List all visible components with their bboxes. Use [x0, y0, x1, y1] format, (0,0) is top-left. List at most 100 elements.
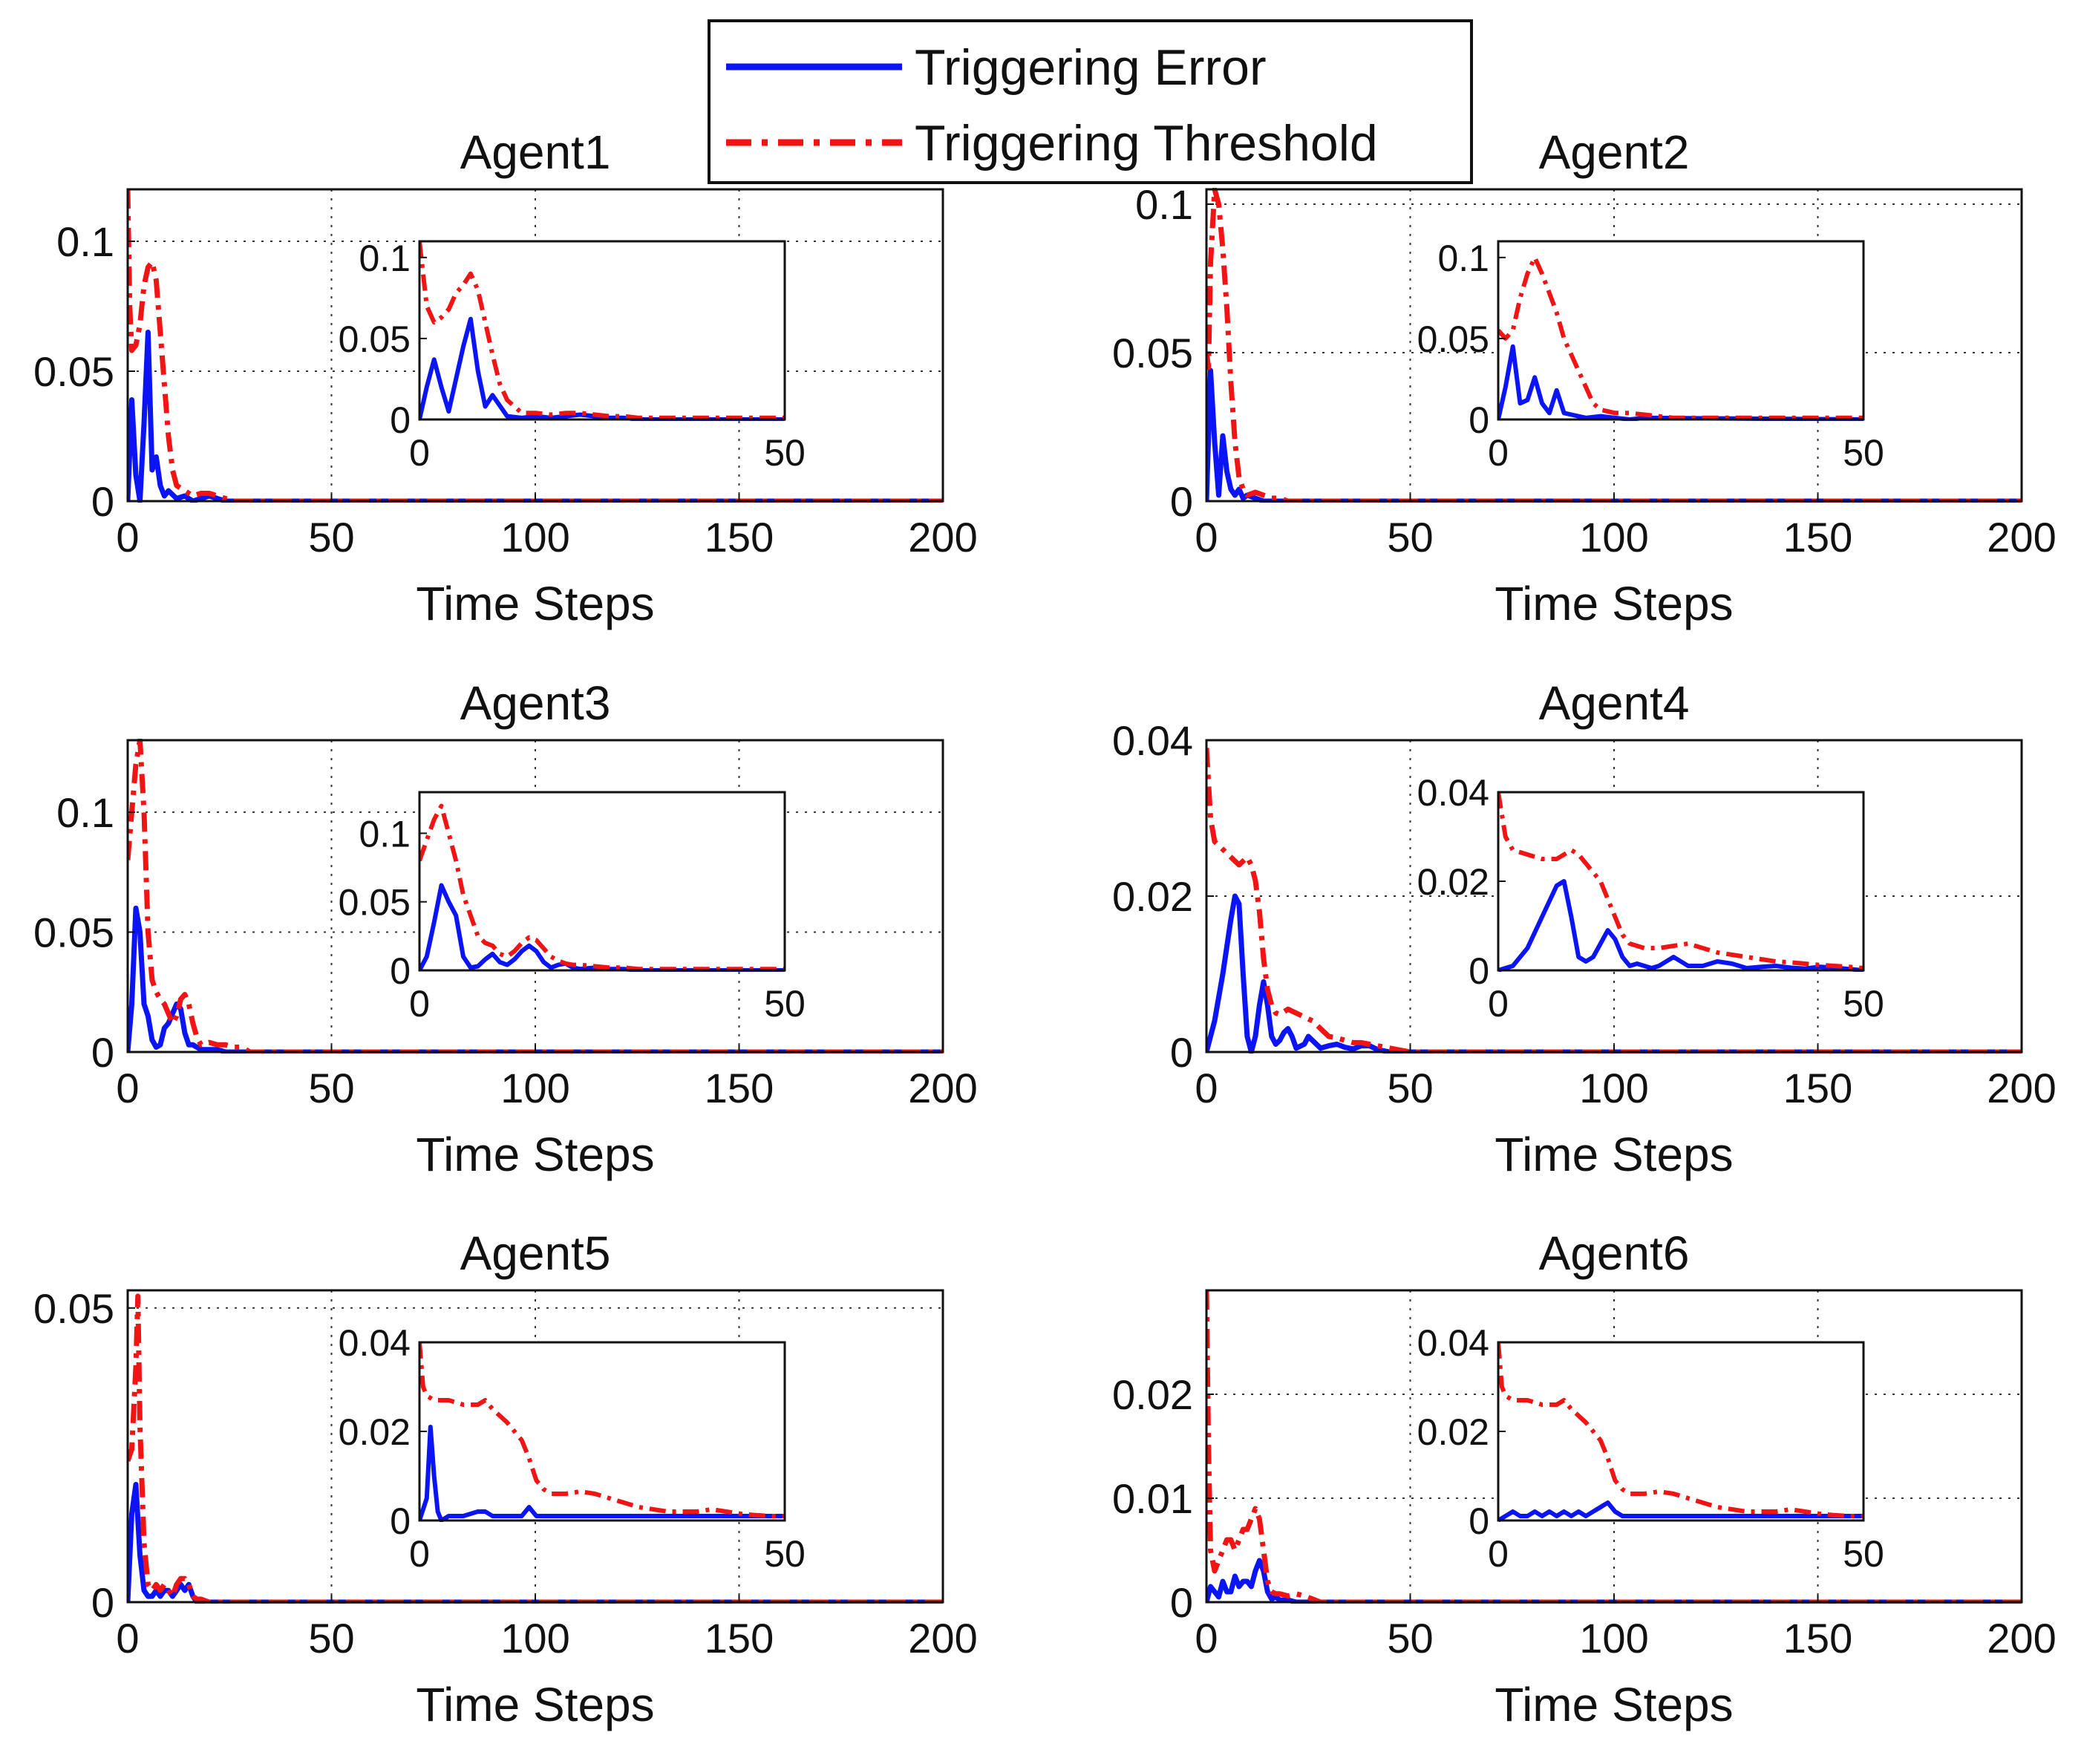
- inset6-y-tick-label: 0.02: [1417, 1411, 1489, 1453]
- inset3-x-tick-label: 50: [764, 983, 806, 1025]
- x-axis-label: Time Steps: [1495, 1678, 1733, 1731]
- agent6-x-tick-label: 50: [1387, 1615, 1433, 1662]
- inset5-x-tick-label: 50: [764, 1533, 806, 1575]
- x-axis-label: Time Steps: [1495, 577, 1733, 630]
- inset-agent2: 0 50 0 0.05 0.1: [1417, 238, 1884, 474]
- agent6-x-tick-label: 0: [1195, 1615, 1218, 1662]
- inset3-error-line: [419, 883, 785, 972]
- inset3-threshold-line: [419, 803, 785, 972]
- agent2-x-tick-label: 0: [1195, 514, 1218, 561]
- inset1-y-tick-label: 0.05: [339, 318, 411, 360]
- agent6-x-tick-label: 100: [1579, 1615, 1648, 1662]
- inset1-y-tick-label: 0: [390, 399, 411, 441]
- agent5-x-tick-label: 200: [908, 1615, 977, 1662]
- agent1-x-tick-label: 0: [116, 514, 139, 561]
- inset2-y-tick-label: 0: [1469, 399, 1489, 441]
- agent6-x-tick-label: 200: [1987, 1615, 2056, 1662]
- subplot-agent6: Agent6 0 50 100 150 200 0 0.01 0.02 Time Steps 0 50…: [1112, 1226, 2057, 1731]
- agent3-x-tick-label: 150: [705, 1065, 774, 1111]
- agent1-x-tick-label: 100: [500, 514, 569, 561]
- agent5-x-tick-label: 100: [500, 1615, 569, 1662]
- agent3-y-tick-label: 0.05: [33, 909, 114, 956]
- inset2-y-tick-label: 0.05: [1417, 318, 1489, 360]
- agent4-x-tick-label: 50: [1387, 1065, 1433, 1111]
- agent2-x-tick-label: 200: [1987, 514, 2056, 561]
- agent4-threshold-line: [1206, 748, 2022, 1054]
- agent6-error-line: [1206, 1558, 2022, 1604]
- agent5-error-line: [128, 1482, 943, 1604]
- agent3-x-tick-label: 100: [500, 1065, 569, 1111]
- inset6-x-tick-label: 50: [1843, 1533, 1884, 1575]
- agent2-y-tick-label: 0.05: [1112, 330, 1193, 376]
- subplot-title: Agent1: [460, 125, 611, 179]
- inset2-x-tick-label: 0: [1488, 432, 1509, 474]
- inset4-plot-area: [1498, 792, 1863, 970]
- agent6-x-tick-label: 150: [1783, 1615, 1852, 1662]
- agent2-x-tick-label: 150: [1783, 514, 1852, 561]
- agent1-error-line: [128, 330, 943, 503]
- inset6-y-tick-label: 0: [1469, 1500, 1489, 1542]
- inset2-x-tick-label: 50: [1843, 432, 1884, 474]
- inset-agent5: 0 50 0 0.02 0.04: [339, 1322, 806, 1575]
- inset6-x-tick-label: 0: [1488, 1533, 1509, 1575]
- inset1-y-tick-label: 0.1: [359, 238, 411, 279]
- agent5-x-tick-label: 0: [116, 1615, 139, 1662]
- agent5-x-tick-label: 50: [308, 1615, 354, 1662]
- inset6-threshold-line: [1498, 1342, 1863, 1518]
- inset4-y-tick-label: 0: [1469, 950, 1489, 992]
- agent1-y-tick-label: 0.05: [33, 348, 114, 395]
- agent4-error-line: [1206, 893, 2022, 1054]
- x-axis-label: Time Steps: [416, 1128, 654, 1181]
- inset5-x-tick-label: 0: [409, 1533, 430, 1575]
- inset3-y-tick-label: 0: [390, 950, 411, 992]
- x-axis-label: Time Steps: [1495, 1128, 1733, 1181]
- agent6-y-tick-label: 0.01: [1112, 1475, 1193, 1522]
- agent5-x-tick-label: 150: [705, 1615, 774, 1662]
- agent4-x-tick-label: 200: [1987, 1065, 2056, 1111]
- inset5-error-line: [419, 1425, 785, 1522]
- inset5-y-tick-label: 0.04: [339, 1322, 411, 1364]
- inset3-y-tick-label: 0.1: [359, 813, 411, 855]
- inset1-x-tick-label: 50: [764, 432, 806, 474]
- agent4-y-tick-label: 0: [1170, 1029, 1193, 1076]
- subplot-agent4: Agent4 0 50 100 150 200 0 0.02 0.04 Time Steps 0 50…: [1112, 676, 2057, 1181]
- agent2-threshold-line: [1206, 188, 2022, 503]
- inset4-y-tick-label: 0.02: [1417, 861, 1489, 903]
- agent4-x-tick-label: 150: [1783, 1065, 1852, 1111]
- x-axis-label: Time Steps: [416, 577, 654, 630]
- agent6-y-tick-label: 0.02: [1112, 1371, 1193, 1418]
- inset5-y-tick-label: 0: [390, 1500, 411, 1542]
- inset3-x-tick-label: 0: [409, 983, 430, 1025]
- subplot-title: Agent5: [460, 1226, 611, 1280]
- agent2-y-tick-label: 0: [1170, 478, 1193, 525]
- legend-box: [708, 19, 1473, 184]
- inset6-y-tick-label: 0.04: [1417, 1322, 1489, 1364]
- agent3-y-tick-label: 0.1: [56, 789, 114, 836]
- inset2-frame: [1497, 240, 1865, 421]
- agent3-x-tick-label: 0: [116, 1065, 139, 1111]
- agent4-y-tick-label: 0.04: [1112, 717, 1193, 764]
- subplot-agent5: Agent5 0 50 100 150 200 0 0.05 Time Steps 0 50 0 0.0…: [33, 1226, 978, 1731]
- inset-agent4: 0 50 0 0.02 0.04: [1417, 772, 1884, 1025]
- inset5-plot-area: [419, 1342, 785, 1520]
- agent2-y-tick-label: 0.1: [1135, 181, 1193, 228]
- inset5-y-tick-label: 0.02: [339, 1411, 411, 1453]
- agent2-x-tick-label: 100: [1579, 514, 1648, 561]
- agent4-x-tick-label: 0: [1195, 1065, 1218, 1111]
- subplot-title: Agent4: [1539, 676, 1690, 730]
- subplot-title: Agent6: [1539, 1226, 1690, 1280]
- inset4-x-tick-label: 0: [1488, 983, 1509, 1025]
- subplot-title: Agent3: [460, 676, 611, 730]
- inset1-threshold-line: [419, 241, 785, 420]
- agent3-threshold-line: [128, 739, 943, 1054]
- inset3-plot-area: [419, 792, 785, 970]
- agent2-error-line: [1206, 368, 2022, 503]
- agent3-y-tick-label: 0: [91, 1029, 114, 1076]
- agent1-x-tick-label: 150: [705, 514, 774, 561]
- agent5-y-tick-label: 0: [91, 1579, 114, 1626]
- inset2-y-tick-label: 0.1: [1437, 238, 1489, 279]
